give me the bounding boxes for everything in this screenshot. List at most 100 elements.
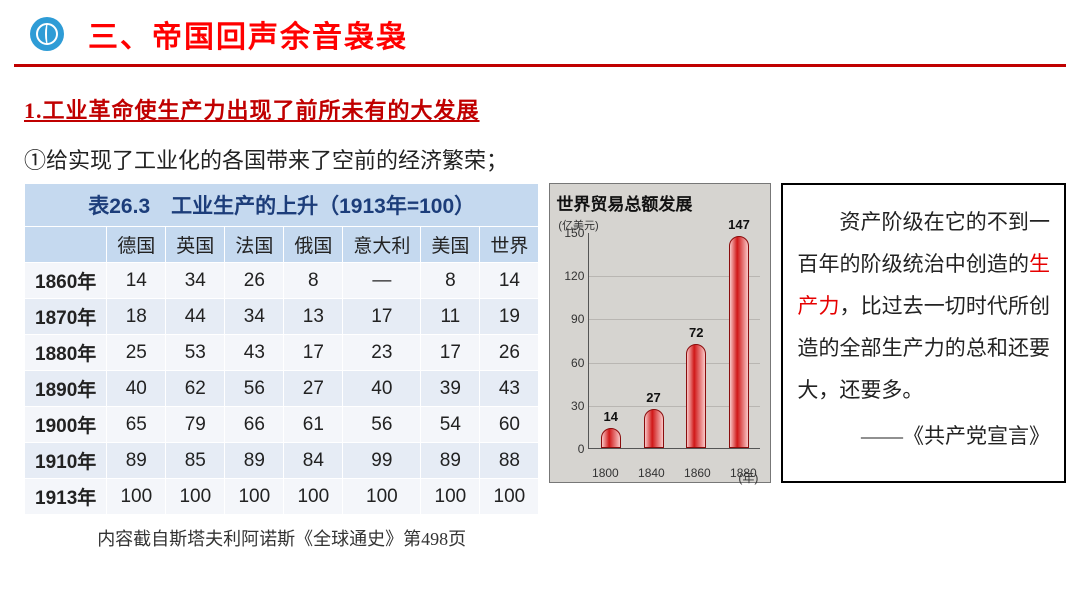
table-cell: 56 xyxy=(343,407,421,443)
table-cell: 100 xyxy=(343,479,421,515)
table-cell: 18 xyxy=(107,299,166,335)
chart-bar xyxy=(686,344,706,448)
table-cell: 34 xyxy=(225,299,284,335)
table-cell: 100 xyxy=(107,479,166,515)
table-cell: 89 xyxy=(421,443,480,479)
table-cell: 100 xyxy=(225,479,284,515)
section-heading: 1.工业革命使生产力出现了前所未有的大发展 xyxy=(24,93,1080,125)
table-row: 1860年1434268—814 xyxy=(25,263,539,299)
chart-x-tick: 1840 xyxy=(638,466,665,480)
table-cell: 88 xyxy=(480,443,539,479)
chart-bar xyxy=(601,428,621,448)
table-cell: 27 xyxy=(284,371,343,407)
table-cell: 44 xyxy=(166,299,225,335)
table-cell: 40 xyxy=(107,371,166,407)
table-row: 1900年65796661565460 xyxy=(25,407,539,443)
table-cell: 43 xyxy=(225,335,284,371)
row-label: 1890年 xyxy=(25,371,107,407)
chart-title: 世界贸易总额发展 xyxy=(556,190,764,215)
table-cell: 61 xyxy=(284,407,343,443)
table-cell: 85 xyxy=(166,443,225,479)
table-cell: 89 xyxy=(107,443,166,479)
quote-source: ——《共产党宣言》 xyxy=(797,415,1050,457)
table-cell: 84 xyxy=(284,443,343,479)
table-cell: 17 xyxy=(343,299,421,335)
table-cell: — xyxy=(343,263,421,299)
table-cell: 100 xyxy=(480,479,539,515)
table-cell: 23 xyxy=(343,335,421,371)
chart-bar-label: 14 xyxy=(591,409,631,424)
table-cell: 54 xyxy=(421,407,480,443)
col-head: 德国 xyxy=(107,227,166,263)
table-cell: 19 xyxy=(480,299,539,335)
table-row: 1870年18443413171119 xyxy=(25,299,539,335)
table-cell: 43 xyxy=(480,371,539,407)
table-cell: 8 xyxy=(284,263,343,299)
quote-box: 资产阶级在它的不到一百年的阶级统治中创造的生产力，比过去一切时代所创造的全部生产… xyxy=(781,183,1066,483)
col-head: 美国 xyxy=(421,227,480,263)
table-cell: 99 xyxy=(343,443,421,479)
table-cell: 60 xyxy=(480,407,539,443)
table-cell: 8 xyxy=(421,263,480,299)
quote-body: 资产阶级在它的不到一百年的阶级统治中创造的生产力，比过去一切时代所创造的全部生产… xyxy=(797,201,1050,411)
table-cell: 17 xyxy=(284,335,343,371)
chart-x-tick: 1860 xyxy=(684,466,711,480)
table-cell: 62 xyxy=(166,371,225,407)
table-cell: 65 xyxy=(107,407,166,443)
chart-bar-label: 72 xyxy=(676,325,716,340)
trade-chart: 世界贸易总额发展 (亿美元) 1501209060300 142772147 (… xyxy=(549,183,771,483)
col-head: 世界 xyxy=(480,227,539,263)
row-label: 1900年 xyxy=(25,407,107,443)
globe-icon xyxy=(30,17,64,51)
table-cell: 100 xyxy=(284,479,343,515)
table-cell: 53 xyxy=(166,335,225,371)
quote-pre: 资产阶级在它的不到一百年的阶级统治中创造的 xyxy=(797,210,1050,276)
table-cell: 26 xyxy=(480,335,539,371)
chart-area: (亿美元) 1501209060300 142772147 xyxy=(556,219,764,449)
row-label: 1913年 xyxy=(25,479,107,515)
header-bar: 三、帝国回声余音袅袅 xyxy=(14,0,1066,67)
table-cell: 79 xyxy=(166,407,225,443)
table-cell: 34 xyxy=(166,263,225,299)
chart-plot: 142772147 xyxy=(588,233,760,449)
table-cell: 40 xyxy=(343,371,421,407)
table-cell: 14 xyxy=(480,263,539,299)
col-head: 英国 xyxy=(166,227,225,263)
table-cell: 100 xyxy=(166,479,225,515)
table-cell: 56 xyxy=(225,371,284,407)
table-cell: 11 xyxy=(421,299,480,335)
table-header-row: 德国 英国 法国 俄国 意大利 美国 世界 xyxy=(25,227,539,263)
table-row: 1913年100100100100100100100 xyxy=(25,479,539,515)
chart-x-tick: 1880 xyxy=(730,466,757,480)
chart-x-tick: 1800 xyxy=(592,466,619,480)
col-head: 意大利 xyxy=(343,227,421,263)
table-corner xyxy=(25,227,107,263)
table-cell: 26 xyxy=(225,263,284,299)
content-row: 表26.3 工业生产的上升（1913年=100） 德国 英国 法国 俄国 意大利… xyxy=(0,183,1080,551)
subpoint-text: ①给实现了工业化的各国带来了空前的经济繁荣； xyxy=(24,143,1080,175)
table-row: 1910年89858984998988 xyxy=(25,443,539,479)
col-head: 俄国 xyxy=(284,227,343,263)
table-cell: 100 xyxy=(421,479,480,515)
chart-bar xyxy=(644,409,664,448)
table-cell: 89 xyxy=(225,443,284,479)
chart-y-ticks: 1501209060300 xyxy=(556,219,586,449)
table-cell: 13 xyxy=(284,299,343,335)
row-label: 1880年 xyxy=(25,335,107,371)
page-title: 三、帝国回声余音袅袅 xyxy=(88,12,408,56)
table-caption: 内容截自斯塔夫利阿诺斯《全球通史》第498页 xyxy=(24,525,539,551)
col-head: 法国 xyxy=(225,227,284,263)
chart-bar-label: 147 xyxy=(719,217,759,232)
chart-x-ticks: (年) 1800184018601880 xyxy=(582,466,766,484)
table-row: 1890年40625627403943 xyxy=(25,371,539,407)
chart-bar-label: 27 xyxy=(634,390,674,405)
production-table: 表26.3 工业生产的上升（1913年=100） 德国 英国 法国 俄国 意大利… xyxy=(24,183,539,515)
table-row: 1880年25534317231726 xyxy=(25,335,539,371)
row-label: 1860年 xyxy=(25,263,107,299)
table-cell: 39 xyxy=(421,371,480,407)
table-wrap: 表26.3 工业生产的上升（1913年=100） 德国 英国 法国 俄国 意大利… xyxy=(24,183,539,551)
chart-bar xyxy=(729,236,749,448)
table-cell: 66 xyxy=(225,407,284,443)
table-cell: 17 xyxy=(421,335,480,371)
table-title: 表26.3 工业生产的上升（1913年=100） xyxy=(25,184,539,227)
